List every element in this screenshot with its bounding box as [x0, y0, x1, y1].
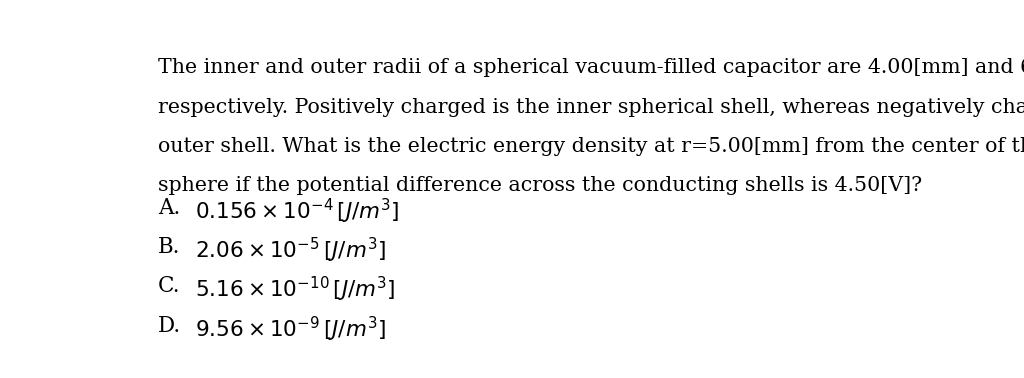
- Text: The inner and outer radii of a spherical vacuum-filled capacitor are 4.00[mm] an: The inner and outer radii of a spherical…: [158, 59, 1024, 77]
- Text: A.: A.: [158, 197, 180, 219]
- Text: $9.56 \times 10^{-9}\,[J/m^3]$: $9.56 \times 10^{-9}\,[J/m^3]$: [196, 314, 386, 344]
- Text: $2.06 \times 10^{-5}\,[J/m^3]$: $2.06 \times 10^{-5}\,[J/m^3]$: [196, 236, 386, 265]
- Text: respectively. Positively charged is the inner spherical shell, whereas negativel: respectively. Positively charged is the …: [158, 98, 1024, 117]
- Text: D.: D.: [158, 314, 181, 336]
- Text: B.: B.: [158, 236, 180, 258]
- Text: $5.16 \times 10^{-10}\,[J/m^3]$: $5.16 \times 10^{-10}\,[J/m^3]$: [196, 275, 396, 305]
- Text: outer shell. What is the electric energy density at r=5.00[mm] from the center o: outer shell. What is the electric energy…: [158, 137, 1024, 156]
- Text: $0.156 \times 10^{-4}\,[J/m^3]$: $0.156 \times 10^{-4}\,[J/m^3]$: [196, 197, 400, 226]
- Text: sphere if the potential difference across the conducting shells is 4.50[V]?: sphere if the potential difference acros…: [158, 177, 923, 195]
- Text: C.: C.: [158, 275, 180, 297]
